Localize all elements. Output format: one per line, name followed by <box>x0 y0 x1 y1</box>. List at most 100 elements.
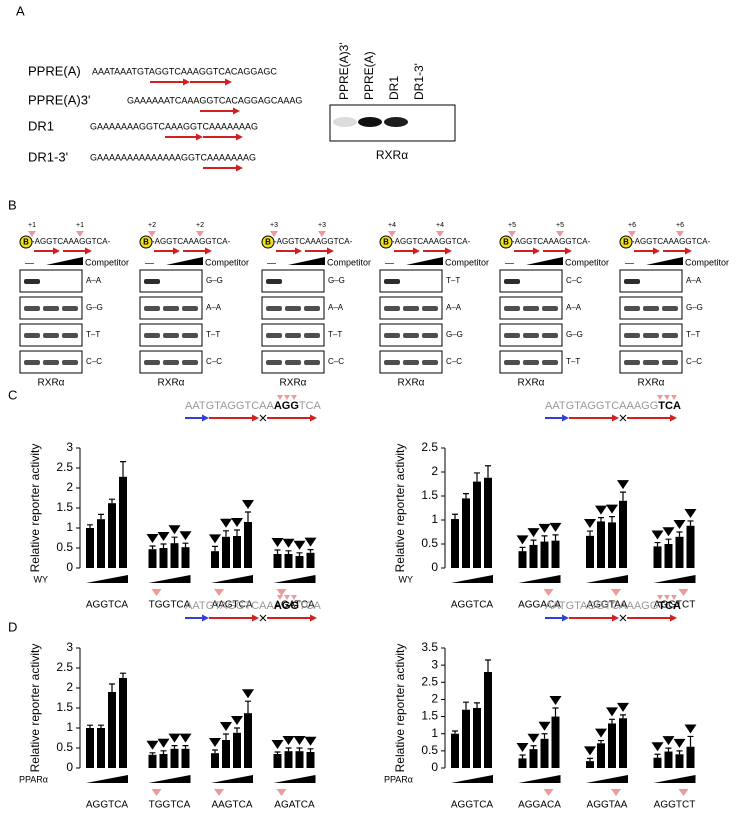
bar <box>551 716 560 768</box>
mutation-marker <box>157 532 170 541</box>
sequence-name: DR1 <box>28 118 54 133</box>
group-label: AGATCA <box>274 600 315 611</box>
bar <box>119 476 127 568</box>
pink-marker <box>196 231 204 237</box>
error-bar <box>109 683 115 692</box>
y-tick-label: 1 <box>66 720 73 734</box>
y-tick-label: 1.5 <box>56 700 73 714</box>
bar <box>273 754 282 768</box>
bar <box>462 709 470 768</box>
y-tick-label: 0 <box>66 560 73 574</box>
bar <box>686 525 695 568</box>
band <box>182 360 198 365</box>
pink-marker <box>671 395 677 400</box>
bar <box>451 519 459 568</box>
error-bar <box>182 542 189 548</box>
error-bar <box>285 747 292 752</box>
error-bar <box>463 493 469 499</box>
bar <box>484 672 492 768</box>
bar <box>181 547 190 568</box>
pink-marker <box>611 789 621 796</box>
pink-marker <box>214 789 224 796</box>
wedge <box>586 775 628 783</box>
bar <box>586 761 594 768</box>
lane-label: PPRE(A)3' <box>337 42 351 100</box>
arrow-head <box>173 247 180 255</box>
band <box>384 306 400 311</box>
row-label: G–G <box>566 330 583 339</box>
bar <box>675 754 684 768</box>
band <box>62 306 78 311</box>
row-label: A–A <box>328 303 344 312</box>
error-bar <box>212 545 218 552</box>
arrow-head <box>670 614 677 622</box>
inset-sequence: AATGTAGGTCAAAGGTCA <box>545 400 681 412</box>
mutation-marker <box>584 519 596 529</box>
bar <box>86 728 94 768</box>
error-bar <box>234 529 240 536</box>
bar <box>108 692 116 768</box>
mutation-marker <box>157 738 170 748</box>
mutation-marker <box>527 528 540 538</box>
pink-marker <box>678 789 689 796</box>
shift-label: +5 <box>556 222 564 229</box>
gel-box <box>139 269 203 293</box>
gel-label: RXRα <box>280 378 307 389</box>
mutation-marker <box>209 534 221 544</box>
error-bar <box>87 724 93 728</box>
group-label: AAGTCA <box>211 600 252 611</box>
error-bar <box>160 750 167 754</box>
lane-label: DR1-3' <box>412 63 426 100</box>
biotin-label: B <box>23 238 29 247</box>
inset-part: AATGTAGGTCAA <box>185 400 274 412</box>
band <box>163 306 179 311</box>
error-bar <box>654 753 661 758</box>
group-label: AGGTCT <box>654 600 696 611</box>
probe: -AGGTCAAAGGTCA- <box>274 237 353 246</box>
band <box>384 360 400 365</box>
error-bar <box>285 550 292 554</box>
bar <box>211 753 219 768</box>
band <box>144 360 160 365</box>
y-tick-label: 2 <box>66 480 73 494</box>
band <box>662 306 678 311</box>
band <box>304 360 320 365</box>
error-bar <box>160 543 167 548</box>
error-bar <box>171 745 178 749</box>
pink-marker <box>671 595 677 600</box>
gel-label: RXRα <box>638 378 665 389</box>
error-bar <box>149 545 156 550</box>
y-tick-label: 1.5 <box>421 709 438 723</box>
shift-label: +4 <box>388 222 396 229</box>
inset-part: AATGTAGGTCAAAGG <box>545 400 658 412</box>
bar <box>686 746 695 768</box>
pink-marker <box>270 231 278 237</box>
y-tick-label: 2.5 <box>421 674 438 688</box>
bar <box>244 522 252 568</box>
bar <box>86 528 94 568</box>
competitor: Competitor <box>565 257 609 267</box>
bar <box>664 751 673 768</box>
band <box>624 306 640 311</box>
bar <box>170 543 179 568</box>
error-bar <box>274 751 281 754</box>
inset-part: TCA <box>658 600 681 612</box>
wedge <box>518 775 561 783</box>
gel-box <box>19 269 83 293</box>
error-bar <box>620 714 626 719</box>
wedge <box>451 575 493 583</box>
bar <box>473 708 481 768</box>
pink-marker <box>657 595 663 600</box>
band <box>144 333 160 338</box>
treatment-label: WY <box>34 574 49 584</box>
arrow-head <box>233 107 240 115</box>
group-label: AGGTCT <box>654 800 696 811</box>
bar <box>451 733 459 768</box>
bar <box>170 748 179 768</box>
pink-marker <box>388 231 396 237</box>
mutation-marker <box>595 505 607 515</box>
error-bar <box>463 701 469 710</box>
error-bar <box>120 461 126 477</box>
arrow-head <box>533 247 540 255</box>
bar <box>586 535 594 568</box>
